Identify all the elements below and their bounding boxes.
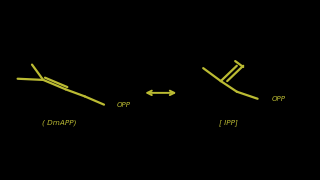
Text: Biosynthesis of DMPP / IPP: Biosynthesis of DMPP / IPP xyxy=(5,15,248,30)
Text: [ IPP]: [ IPP] xyxy=(220,119,238,126)
Text: OPP: OPP xyxy=(272,96,286,102)
Text: OPP: OPP xyxy=(117,102,131,108)
Text: ( DmAPP): ( DmAPP) xyxy=(42,119,76,126)
